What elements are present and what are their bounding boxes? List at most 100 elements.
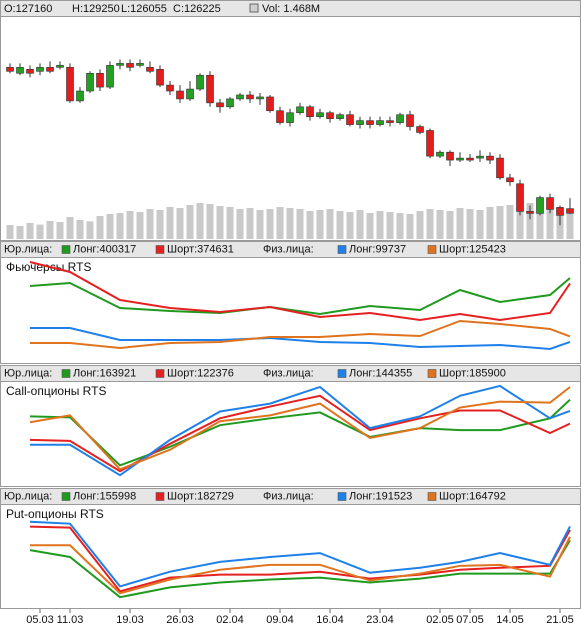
candle-body: [196, 74, 204, 90]
candle-body: [446, 151, 454, 161]
candle-body: [226, 98, 234, 108]
volume-bar: [406, 214, 414, 239]
volume-bar: [156, 210, 164, 239]
legend-swatch: [427, 492, 437, 501]
candle-body: [266, 96, 274, 112]
ohlc-low: L:126055: [121, 3, 167, 15]
series-line: [29, 261, 571, 322]
candle-body: [86, 72, 94, 92]
legend-label: Лонг:400317: [73, 243, 136, 255]
volume-bar: [96, 216, 104, 239]
volume-bar: [106, 214, 114, 239]
volume-bar: [496, 206, 504, 239]
ohlc-high: H:129250: [72, 3, 120, 15]
volume-bar: [536, 205, 544, 239]
volume-bar: [346, 212, 354, 239]
candle-body: [516, 183, 524, 212]
candle-body: [566, 208, 574, 214]
candle-body: [476, 155, 484, 159]
volume-bar: [366, 213, 374, 239]
legend-label: Лонг:163921: [73, 367, 136, 379]
group-label: Юр.лица:: [4, 367, 52, 379]
candle-body: [186, 88, 194, 100]
candle-body: [526, 211, 534, 214]
volume-bar: [466, 209, 474, 239]
candle-body: [46, 67, 54, 72]
candle-body: [546, 197, 554, 210]
legend-swatch: [155, 369, 165, 378]
volume-bar: [546, 206, 554, 239]
x-tick-label: 19.03: [116, 614, 144, 626]
candle-body: [126, 63, 134, 68]
volume-bar: [356, 210, 364, 239]
candle-body: [536, 197, 544, 214]
group-label: Физ.лица:: [263, 490, 314, 502]
candle-body: [216, 102, 224, 108]
ohlc-close: C:126225: [173, 3, 221, 15]
volume-bar: [376, 211, 384, 239]
volume-bar: [396, 213, 404, 239]
x-tick-label: 09.04: [266, 614, 294, 626]
volume-bar: [76, 220, 84, 239]
volume-bar: [216, 206, 224, 239]
series-line: [30, 384, 571, 477]
put-panel: [0, 488, 581, 609]
legend-label: Шорт:125423: [439, 243, 506, 255]
candle-body: [306, 106, 314, 117]
candle-body: [26, 69, 34, 74]
volume-bar: [436, 210, 444, 239]
x-tick-label: 07.05: [456, 614, 484, 626]
series-line: [30, 536, 571, 595]
panel-title: Call-опционы RTS: [6, 384, 106, 398]
candle-body: [556, 207, 564, 216]
legend-swatch: [155, 492, 165, 501]
x-tick-label: 21.05: [546, 614, 574, 626]
candle-body: [76, 90, 84, 102]
volume-bar: [116, 213, 124, 239]
candle-body: [286, 112, 294, 123]
candle-body: [366, 120, 374, 125]
legend-label: Лонг:144355: [349, 367, 412, 379]
x-tick-label: 14.05: [496, 614, 524, 626]
volume-swatch: [249, 3, 259, 13]
volume-bar: [566, 209, 574, 239]
candle-body: [376, 120, 384, 125]
candle-body: [96, 72, 104, 88]
x-tick-label: 23.04: [366, 614, 394, 626]
call-panel: [0, 365, 581, 487]
volume-bar: [446, 211, 454, 239]
volume-bar: [46, 221, 54, 239]
legend-swatch: [61, 245, 71, 254]
candle-body: [66, 67, 74, 102]
group-label: Физ.лица:: [263, 243, 314, 255]
candle-body: [6, 67, 14, 72]
series-line: [29, 398, 571, 467]
x-tick-label: 02.04: [216, 614, 244, 626]
candle-body: [486, 155, 494, 161]
candle-body: [336, 114, 344, 119]
ohlc-open: O:127160: [4, 3, 52, 15]
volume-bar: [36, 224, 44, 239]
volume-bar: [186, 205, 194, 239]
group-label: Юр.лица:: [4, 490, 52, 502]
candle-body: [276, 110, 284, 123]
volume-bar: [226, 207, 234, 239]
series-line: [29, 539, 571, 599]
x-tick-label: 05.03: [26, 614, 54, 626]
volume-bar: [146, 209, 154, 239]
volume-bar: [196, 203, 204, 239]
candle-body: [116, 63, 124, 66]
candle-body: [496, 157, 504, 179]
series-line: [29, 394, 571, 473]
candle-body: [466, 157, 474, 161]
volume-bar: [336, 211, 344, 239]
candle-body: [416, 126, 424, 133]
candle-body: [16, 67, 24, 74]
candle-body: [386, 120, 394, 123]
volume-bar: [206, 204, 214, 239]
x-tick-label: 26.03: [166, 614, 194, 626]
candle-body: [326, 112, 334, 119]
legend-swatch: [427, 245, 437, 254]
legend-label: Шорт:374631: [167, 243, 234, 255]
